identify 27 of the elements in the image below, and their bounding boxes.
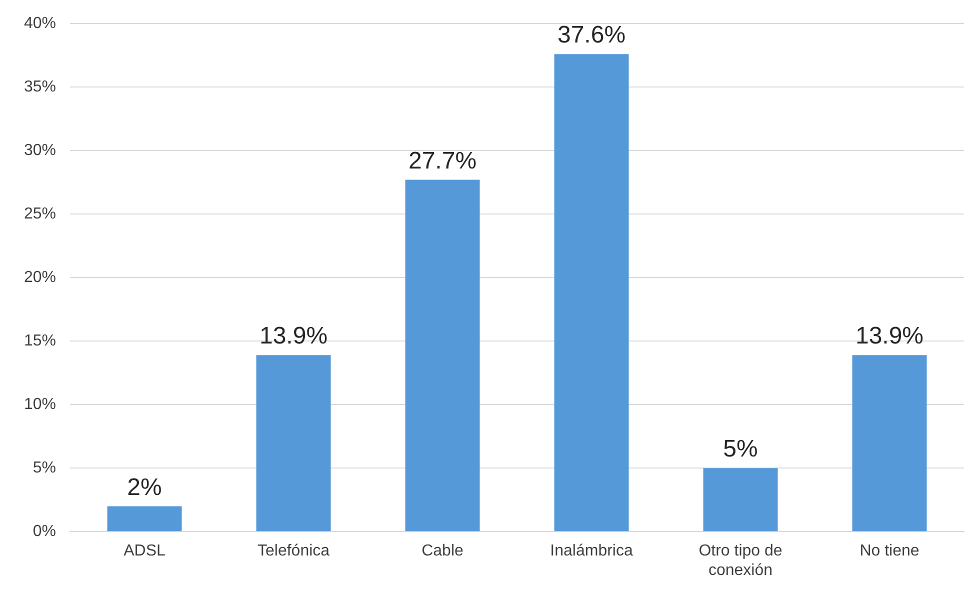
x-tick-label: Inalámbrica <box>550 542 633 560</box>
bar <box>703 468 778 532</box>
x-tick-label: Telefónica <box>257 542 330 560</box>
x-tick-label: No tiene <box>860 542 920 560</box>
data-label: 13.9% <box>855 322 924 350</box>
x-tick-label: Cable <box>422 542 464 560</box>
y-tick-label: 20% <box>24 269 56 286</box>
y-tick-label: 40% <box>24 15 56 32</box>
x-tick-label: ADSL <box>124 542 166 560</box>
data-label: 27.7% <box>408 147 477 174</box>
bar <box>107 506 182 532</box>
y-tick-label: 30% <box>24 142 56 160</box>
bar <box>554 54 629 532</box>
data-label: 2% <box>127 474 162 501</box>
y-tick-label: 15% <box>24 332 56 350</box>
bar <box>852 355 927 532</box>
y-tick-label: 35% <box>24 78 56 96</box>
y-tick-label: 0% <box>32 523 56 540</box>
bar <box>256 355 331 532</box>
data-label: 5% <box>723 436 758 463</box>
y-tick-label: 10% <box>24 396 56 414</box>
data-label: 13.9% <box>259 322 328 350</box>
x-tick-label: Otro tipo de conexión <box>698 542 782 579</box>
data-label: 37.6% <box>557 22 626 49</box>
y-tick-label: 5% <box>32 460 56 477</box>
y-tick-label: 25% <box>24 206 56 223</box>
bar <box>405 180 480 532</box>
